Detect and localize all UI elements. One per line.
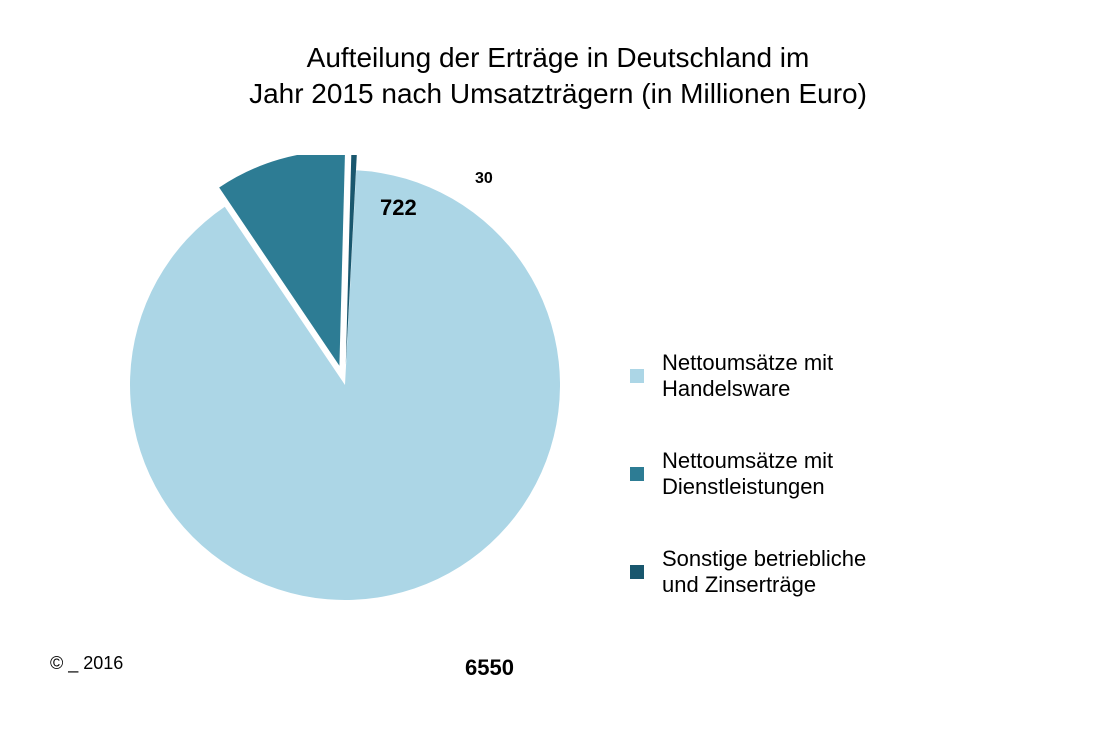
- slice-label-2: 30: [475, 170, 493, 188]
- chart-container: Aufteilung der Erträge in Deutschland im…: [0, 0, 1116, 749]
- title-line-2: Jahr 2015 nach Umsatzträgern (in Million…: [0, 76, 1116, 112]
- legend-swatch-0: [630, 369, 644, 383]
- legend-item-1: Nettoumsätze mit Dienstleistungen: [630, 448, 866, 501]
- pie-svg: [115, 155, 575, 615]
- legend-item-0: Nettoumsätze mit Handelsware: [630, 350, 866, 403]
- pie-slice-0: [130, 170, 560, 600]
- legend-label-2: Sonstige betriebliche und Zinserträge: [662, 546, 866, 599]
- slice-label-1: 722: [380, 195, 417, 221]
- legend-item-2: Sonstige betriebliche und Zinserträge: [630, 546, 866, 599]
- legend-swatch-1: [630, 467, 644, 481]
- chart-title: Aufteilung der Erträge in Deutschland im…: [0, 40, 1116, 113]
- slice-label-0: 6550: [465, 655, 514, 681]
- title-line-1: Aufteilung der Erträge in Deutschland im: [0, 40, 1116, 76]
- footnote: © _ 2016: [50, 653, 123, 674]
- legend-swatch-2: [630, 565, 644, 579]
- legend-label-0: Nettoumsätze mit Handelsware: [662, 350, 833, 403]
- legend: Nettoumsätze mit Handelsware Nettoumsätz…: [630, 350, 866, 643]
- legend-label-1: Nettoumsätze mit Dienstleistungen: [662, 448, 833, 501]
- pie-chart: 6550 722 30: [115, 155, 575, 615]
